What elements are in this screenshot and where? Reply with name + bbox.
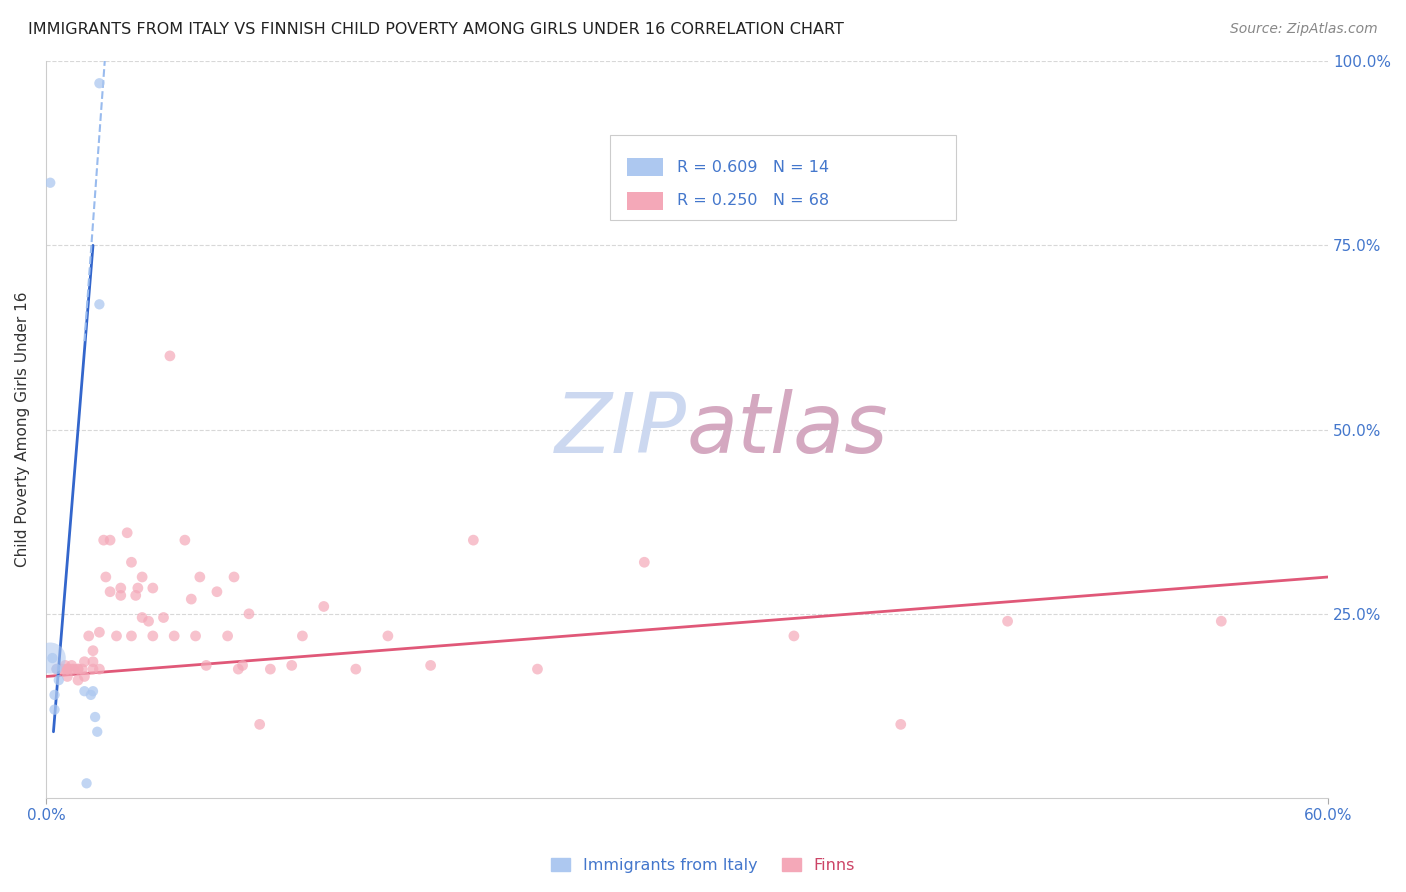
Point	[89, 297, 111, 311]
Point	[222, 570, 245, 584]
Point	[115, 525, 138, 540]
Point	[249, 717, 271, 731]
Point	[98, 584, 121, 599]
Text: ZIP: ZIP	[555, 389, 688, 470]
Point	[89, 76, 111, 90]
Point	[159, 349, 181, 363]
Point	[188, 570, 211, 584]
Point	[419, 658, 441, 673]
Point	[280, 658, 302, 673]
Point	[184, 629, 207, 643]
Point	[56, 669, 79, 683]
Point	[163, 629, 186, 643]
Point	[72, 662, 94, 676]
Point	[232, 658, 254, 673]
Point	[94, 570, 117, 584]
Point	[53, 658, 76, 673]
Point	[48, 673, 70, 688]
Point	[56, 662, 79, 676]
FancyBboxPatch shape	[627, 192, 662, 210]
Point	[131, 610, 153, 624]
Point	[39, 651, 62, 665]
Point	[49, 662, 72, 676]
Point	[105, 629, 128, 643]
Point	[80, 688, 103, 702]
Point	[217, 629, 239, 643]
Point	[226, 662, 249, 676]
Legend: Immigrants from Italy, Finns: Immigrants from Italy, Finns	[544, 852, 862, 880]
Text: IMMIGRANTS FROM ITALY VS FINNISH CHILD POVERTY AMONG GIRLS UNDER 16 CORRELATION : IMMIGRANTS FROM ITALY VS FINNISH CHILD P…	[28, 22, 844, 37]
Text: R = 0.250   N = 68: R = 0.250 N = 68	[676, 194, 830, 209]
Text: R = 0.609   N = 14: R = 0.609 N = 14	[676, 160, 830, 175]
Point	[138, 614, 160, 628]
Point	[56, 662, 79, 676]
Point	[142, 629, 165, 643]
Point	[66, 662, 89, 676]
Point	[73, 655, 96, 669]
Point	[45, 662, 67, 676]
Point	[73, 684, 96, 698]
Point	[291, 629, 314, 643]
Point	[463, 533, 485, 548]
Point	[89, 662, 111, 676]
FancyBboxPatch shape	[627, 158, 662, 176]
Point	[41, 651, 63, 665]
Point	[89, 625, 111, 640]
Point	[131, 570, 153, 584]
Point	[82, 684, 104, 698]
Y-axis label: Child Poverty Among Girls Under 16: Child Poverty Among Girls Under 16	[15, 292, 30, 567]
Point	[110, 588, 132, 602]
Point	[44, 703, 66, 717]
Point	[77, 629, 100, 643]
Point	[82, 643, 104, 657]
Point	[238, 607, 260, 621]
Point	[344, 662, 367, 676]
Point	[98, 533, 121, 548]
Point	[205, 584, 228, 599]
Point	[377, 629, 399, 643]
Point	[997, 614, 1019, 628]
Point	[120, 629, 142, 643]
Point	[84, 710, 107, 724]
Point	[39, 176, 62, 190]
Point	[259, 662, 281, 676]
Text: Source: ZipAtlas.com: Source: ZipAtlas.com	[1230, 22, 1378, 37]
Point	[152, 610, 174, 624]
Point	[60, 662, 83, 676]
Point	[110, 581, 132, 595]
Point	[93, 533, 115, 548]
Point	[195, 658, 218, 673]
Point	[82, 655, 104, 669]
Point	[62, 662, 84, 676]
FancyBboxPatch shape	[610, 135, 956, 219]
Point	[526, 662, 548, 676]
Point	[125, 588, 148, 602]
Point	[633, 555, 655, 569]
Point	[86, 724, 108, 739]
Point	[890, 717, 912, 731]
Point	[783, 629, 806, 643]
Point	[76, 776, 98, 790]
Point	[173, 533, 195, 548]
Point	[45, 662, 67, 676]
Text: atlas: atlas	[688, 389, 889, 470]
Point	[52, 662, 75, 676]
Point	[1211, 614, 1233, 628]
Point	[120, 555, 142, 569]
Point	[142, 581, 165, 595]
Point	[44, 688, 66, 702]
Point	[66, 673, 89, 688]
Point	[73, 669, 96, 683]
Point	[180, 592, 202, 607]
Point	[312, 599, 335, 614]
Point	[127, 581, 149, 595]
Point	[60, 658, 83, 673]
Point	[82, 662, 104, 676]
Point	[66, 662, 89, 676]
